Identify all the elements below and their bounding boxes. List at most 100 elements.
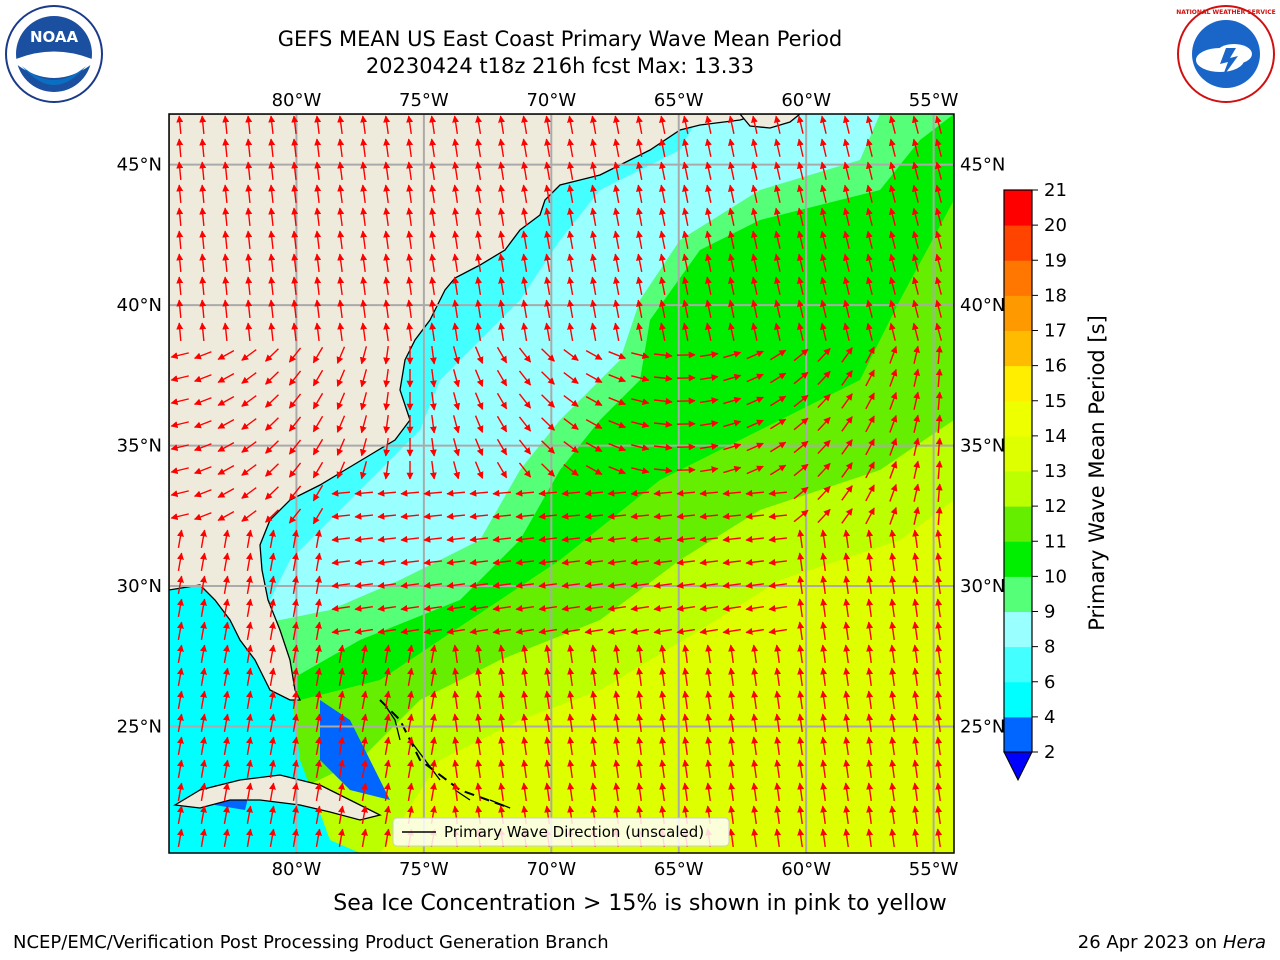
direction-arrow <box>935 414 943 434</box>
direction-arrow <box>912 552 920 572</box>
direction-arrow <box>865 392 875 410</box>
direction-arrow <box>774 805 782 825</box>
direction-arrow <box>636 644 644 664</box>
direction-arrow <box>337 184 345 204</box>
direction-arrow <box>541 463 555 477</box>
direction-arrow <box>819 184 827 203</box>
direction-arrow <box>590 299 597 318</box>
direction-arrow <box>541 394 555 408</box>
direction-arrow <box>217 396 235 406</box>
direction-arrow <box>384 736 391 755</box>
direction-arrow <box>773 115 781 134</box>
direction-arrow <box>429 230 437 250</box>
direction-arrow <box>889 598 897 618</box>
direction-arrow <box>567 322 574 341</box>
direction-arrow <box>865 438 875 456</box>
direction-arrow <box>843 529 851 549</box>
direction-arrow <box>241 372 257 384</box>
direction-arrow <box>888 230 896 249</box>
direction-arrow <box>820 644 828 664</box>
direction-arrow <box>773 207 781 226</box>
direction-arrow <box>935 506 943 526</box>
direction-arrow <box>820 552 828 572</box>
direction-arrow <box>246 667 253 686</box>
direction-arrow <box>888 276 896 295</box>
direction-arrow <box>608 466 627 475</box>
direction-arrow <box>429 437 437 457</box>
direction-arrow <box>176 299 184 319</box>
direction-arrow <box>265 509 279 523</box>
direction-arrow <box>912 644 920 664</box>
direction-arrow <box>653 489 673 497</box>
direction-arrow <box>291 207 299 227</box>
direction-arrow <box>820 805 828 825</box>
direction-arrow <box>199 299 207 319</box>
direction-arrow <box>728 276 735 295</box>
direction-arrow <box>889 368 898 387</box>
direction-arrow <box>474 369 484 387</box>
direction-arrow <box>676 489 696 497</box>
direction-arrow <box>521 782 529 802</box>
colorbar-bin <box>1004 506 1032 542</box>
direction-arrow <box>793 417 809 431</box>
direction-arrow <box>498 782 506 802</box>
direction-arrow <box>338 736 345 755</box>
direction-arrow <box>745 512 765 520</box>
colorbar-tick-label: 4 <box>1044 707 1055 728</box>
direction-arrow <box>199 253 207 273</box>
direction-arrow <box>429 391 437 411</box>
colorbar-bin <box>1004 611 1032 648</box>
direction-arrow <box>430 667 437 686</box>
direction-arrow <box>474 438 484 456</box>
direction-arrow <box>934 253 942 272</box>
direction-arrow <box>746 373 764 383</box>
direction-arrow <box>292 805 299 824</box>
direction-arrow <box>613 667 621 687</box>
direction-arrow <box>613 276 620 295</box>
direction-arrow <box>774 759 782 779</box>
direction-arrow <box>315 805 322 824</box>
direction-arrow <box>475 713 483 733</box>
direction-arrow <box>246 736 253 755</box>
direction-arrow <box>176 138 184 158</box>
direction-arrow <box>590 230 597 249</box>
direction-arrow <box>361 782 368 801</box>
direction-arrow <box>452 184 460 204</box>
direction-arrow <box>751 667 759 687</box>
direction-arrow <box>475 138 483 157</box>
direction-arrow <box>699 397 719 405</box>
direction-arrow <box>245 253 253 273</box>
lon-tick-label-top: 65°W <box>654 90 704 111</box>
direction-arrow <box>934 115 942 134</box>
direction-arrow <box>842 161 850 180</box>
direction-arrow <box>797 598 805 618</box>
direction-arrow <box>521 207 529 226</box>
direction-arrow <box>544 253 551 272</box>
direction-arrow <box>865 253 873 272</box>
direction-arrow <box>222 207 230 227</box>
direction-arrow <box>631 444 650 452</box>
direction-arrow <box>492 512 512 520</box>
direction-arrow <box>337 299 345 319</box>
direction-arrow <box>429 322 437 342</box>
direction-arrow <box>751 782 759 802</box>
lat-tick-label-left: 40°N <box>117 295 162 316</box>
lat-tick-label-right: 35°N <box>960 436 1005 457</box>
direction-arrow <box>354 627 373 635</box>
direction-arrow <box>492 558 512 566</box>
direction-arrow <box>653 512 673 520</box>
direction-arrow <box>217 350 235 360</box>
direction-arrow <box>722 535 742 543</box>
direction-arrow <box>659 115 666 134</box>
direction-arrow <box>521 115 529 134</box>
direction-arrow <box>865 184 873 203</box>
direction-arrow <box>246 552 253 571</box>
direction-arrow <box>768 535 788 543</box>
direction-arrow <box>613 161 620 180</box>
direction-arrow <box>492 581 512 589</box>
direction-arrow <box>889 391 898 410</box>
direction-arrow <box>590 184 597 203</box>
direction-arrow <box>607 604 627 612</box>
colorbar-tick-label: 13 <box>1044 461 1067 482</box>
direction-arrow <box>292 575 299 594</box>
